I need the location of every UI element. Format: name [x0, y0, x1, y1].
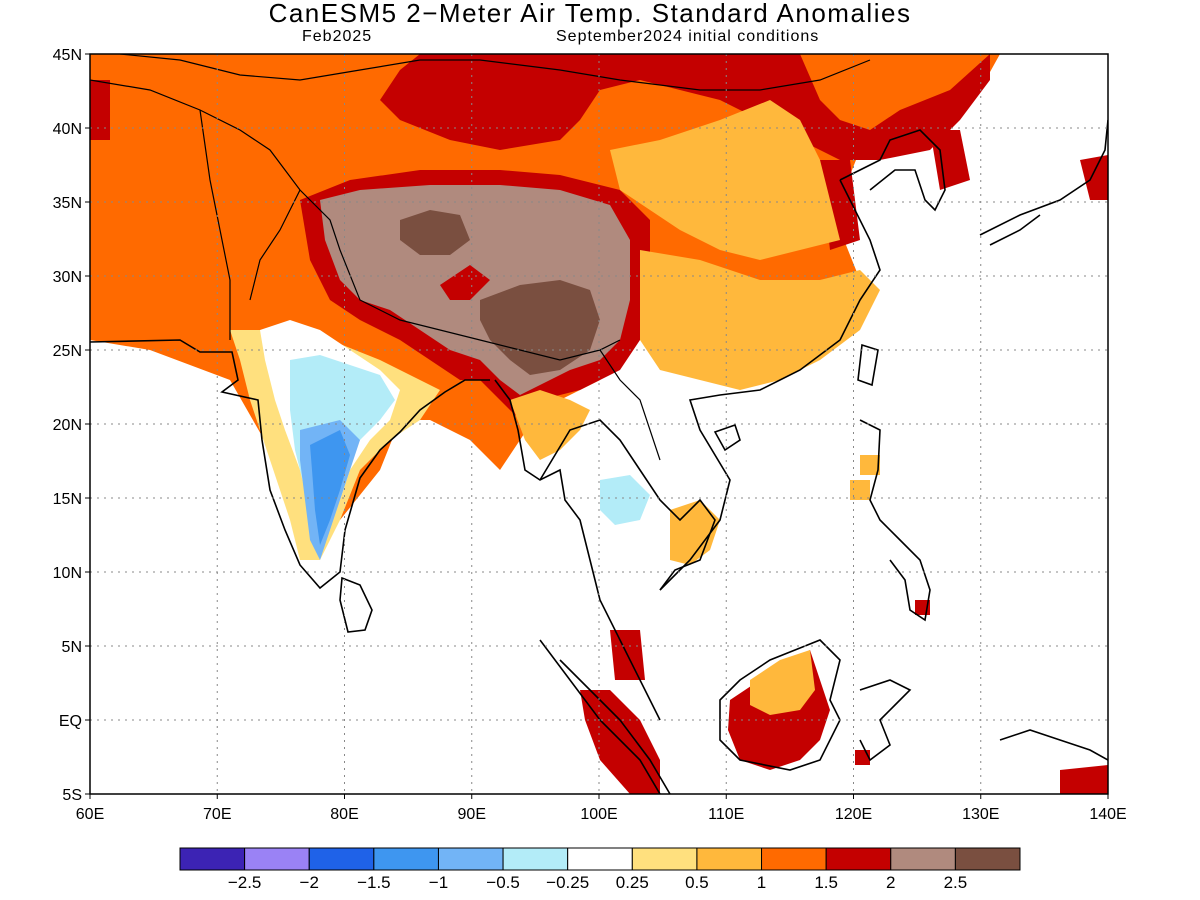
lat-tick-label: 45N [53, 47, 82, 64]
anomaly-fields [90, 54, 1108, 794]
forecast-month: Feb2025 [302, 28, 373, 45]
colorbar-label: 0.25 [616, 873, 649, 892]
colorbar-swatch [567, 847, 633, 871]
lat-tick-label: 10N [53, 565, 82, 582]
colorbar-swatch [437, 847, 504, 871]
longitude-ticks: 60E 70E 80E 90E 100E 110E 120E 130E 140E [76, 794, 1127, 823]
colorbar-swatch [244, 847, 310, 871]
anomaly-region [440, 265, 490, 300]
colorbar-swatch [954, 847, 1021, 871]
colorbar-swatch [761, 847, 827, 871]
colorbar-label: −1 [429, 873, 448, 892]
anomaly-region [380, 54, 990, 160]
colorbar-label: 0.5 [685, 873, 709, 892]
anomaly-region [750, 650, 815, 715]
anomaly-region [510, 390, 590, 460]
colorbar-label: −2 [300, 873, 319, 892]
colorbar-label: −0.25 [546, 873, 589, 892]
colorbar-swatch [890, 847, 956, 871]
lon-tick-label: 120E [835, 806, 872, 823]
lon-tick-label: 90E [458, 806, 486, 823]
lat-tick-label: 25N [53, 343, 82, 360]
initial-conditions-label: September2024 initial conditions [556, 28, 820, 45]
anomaly-region [670, 500, 720, 565]
lon-tick-label: 140E [1089, 806, 1126, 823]
colorbar-label: 2.5 [944, 873, 968, 892]
colorbar-label: −1.5 [357, 873, 391, 892]
anomaly-region [855, 750, 870, 765]
lon-tick-label: 80E [330, 806, 358, 823]
colorbar-label: 2 [886, 873, 895, 892]
lon-tick-label: 100E [580, 806, 617, 823]
colorbar-swatch [631, 847, 698, 871]
anomaly-region [480, 280, 600, 375]
anomaly-region [400, 210, 470, 255]
colorbar-swatch [308, 847, 375, 871]
colorbar-swatch [179, 847, 246, 871]
colorbar-swatch [696, 847, 763, 871]
anomaly-region [90, 80, 110, 140]
colorbar-label: −0.5 [486, 873, 520, 892]
anomaly-region [610, 100, 840, 260]
lon-tick-label: 60E [76, 806, 104, 823]
lat-tick-label: 15N [53, 491, 82, 508]
anomaly-region [850, 480, 870, 500]
lon-tick-label: 70E [203, 806, 231, 823]
anomaly-region [1080, 155, 1108, 200]
anomaly-region [600, 475, 650, 525]
lat-tick-label: 5S [62, 787, 82, 804]
lat-tick-label: EQ [59, 713, 82, 730]
lat-tick-label: 5N [62, 639, 82, 656]
lat-tick-label: 35N [53, 195, 82, 212]
anomaly-region [930, 130, 970, 190]
anomaly-region [1060, 765, 1108, 794]
lat-tick-label: 20N [53, 417, 82, 434]
lon-tick-label: 110E [708, 806, 744, 823]
colorbar-label: 1.5 [814, 873, 838, 892]
colorbar-label: −2.5 [228, 873, 262, 892]
anomaly-region [310, 430, 350, 545]
anomaly-region [860, 455, 880, 475]
colorbar-swatch [502, 847, 569, 871]
map-title: CanESM5 2−Meter Air Temp. Standard Anoma… [268, 0, 912, 28]
colorbar-swatch [373, 847, 439, 871]
gridlines [90, 54, 1108, 794]
lat-tick-label: 30N [53, 269, 82, 286]
lon-tick-label: 130E [962, 806, 999, 823]
latitude-ticks: 45N 40N 35N 30N 25N 20N 15N 10N 5N EQ 5S [53, 47, 90, 804]
anomaly-region [580, 690, 660, 794]
coastlines [90, 54, 1108, 794]
colorbar-swatch [825, 847, 892, 871]
lat-tick-label: 40N [53, 121, 82, 138]
colorbar-label: 1 [757, 873, 766, 892]
colorbar: −2.5 −2 −1.5 −1 −0.5 −0.25 0.25 0.5 1 1.5 2 2.5 [179, 847, 1021, 892]
